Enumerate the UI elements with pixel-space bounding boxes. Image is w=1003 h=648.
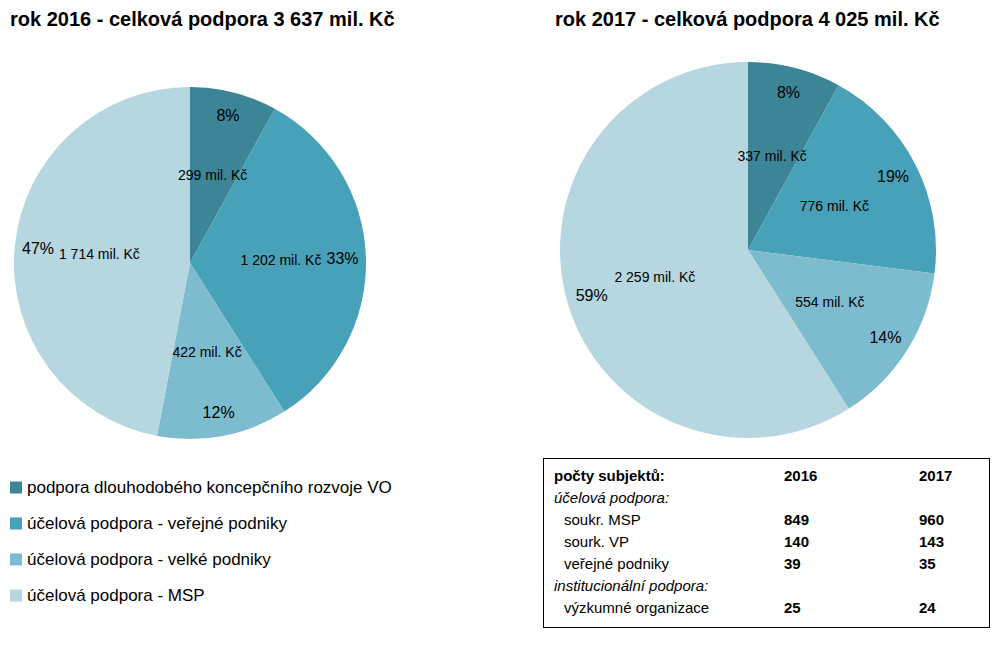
svg-text:554 mil. Kč: 554 mil. Kč bbox=[795, 294, 864, 310]
svg-text:47%: 47% bbox=[22, 240, 54, 257]
html-text:účelová podpora:: účelová podpora: bbox=[554, 489, 670, 506]
html-text:počty subjektů:: počty subjektů: bbox=[554, 467, 665, 484]
html-text:24: 24 bbox=[919, 599, 936, 616]
html-text:25: 25 bbox=[784, 599, 801, 616]
html-text:39: 39 bbox=[784, 555, 801, 572]
html-text:140: 140 bbox=[784, 533, 809, 550]
html-text:sourk. VP: sourk. VP bbox=[564, 533, 629, 550]
svg-text:1 714 mil. Kč: 1 714 mil. Kč bbox=[59, 246, 140, 262]
svg-text:776 mil. Kč: 776 mil. Kč bbox=[800, 198, 869, 214]
html-text:institucionální podpora:: institucionální podpora: bbox=[554, 577, 709, 594]
svg-text:účelová podpora - MSP: účelová podpora - MSP bbox=[27, 586, 205, 605]
html-text:výzkumné organizace: výzkumné organizace bbox=[564, 599, 710, 616]
html-text:143: 143 bbox=[919, 533, 944, 550]
html-text:35: 35 bbox=[919, 555, 936, 572]
svg-text:19%: 19% bbox=[877, 168, 909, 185]
svg-text:8%: 8% bbox=[777, 84, 800, 101]
svg-text:účelová podpora - velké podnik: účelová podpora - velké podniky bbox=[27, 550, 271, 569]
svg-text:2 259 mil. Kč: 2 259 mil. Kč bbox=[614, 269, 695, 285]
svg-text:299 mil. Kč: 299 mil. Kč bbox=[178, 167, 247, 183]
svg-text:8%: 8% bbox=[216, 107, 239, 124]
svg-text:33%: 33% bbox=[327, 250, 359, 267]
svg-text:podpora dlouhodobého koncepční: podpora dlouhodobého koncepčního rozvoje… bbox=[27, 478, 392, 497]
html-text:2017: 2017 bbox=[919, 467, 953, 484]
html-text:veřejné podniky: veřejné podniky bbox=[564, 555, 670, 572]
svg-text:14%: 14% bbox=[869, 329, 901, 346]
svg-text:337 mil. Kč: 337 mil. Kč bbox=[737, 148, 806, 164]
html-text:849: 849 bbox=[784, 511, 809, 528]
html-text:2016: 2016 bbox=[784, 467, 818, 484]
html-text:960: 960 bbox=[919, 511, 944, 528]
svg-text:12%: 12% bbox=[203, 404, 235, 421]
svg-text:rok 2016 - celková podpora 3 6: rok 2016 - celková podpora 3 637 mil. Kč bbox=[10, 8, 395, 30]
html-text:soukr. MSP: soukr. MSP bbox=[564, 511, 641, 528]
svg-text:rok 2017 - celková podpora 4 0: rok 2017 - celková podpora 4 025 mil. Kč bbox=[555, 8, 940, 30]
svg-text:59%: 59% bbox=[576, 287, 608, 304]
svg-text:1 202 mil. Kč: 1 202 mil. Kč bbox=[240, 252, 321, 268]
svg-text:422 mil. Kč: 422 mil. Kč bbox=[172, 344, 241, 360]
svg-text:účelová podpora - veřejné podn: účelová podpora - veřejné podniky bbox=[27, 514, 287, 533]
